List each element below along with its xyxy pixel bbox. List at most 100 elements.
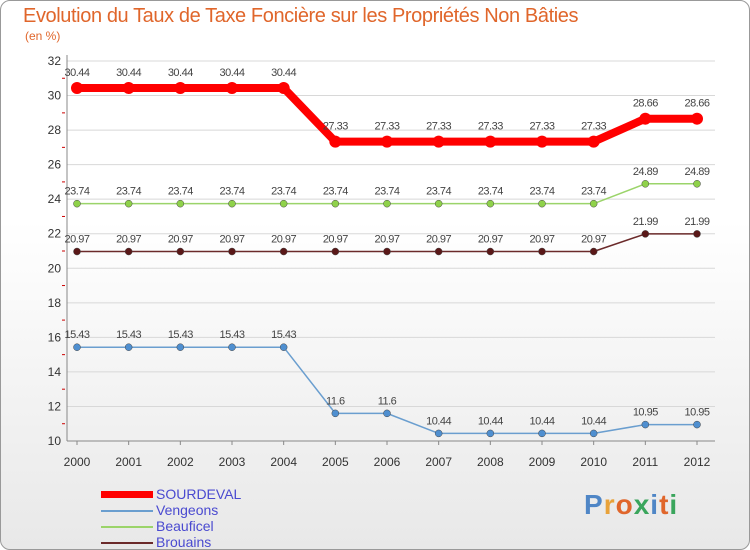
data-label: 27.33 [426,121,451,133]
legend-swatch [101,491,153,498]
data-point [176,247,185,256]
x-tick-label: 2008 [477,455,504,469]
data-point [176,199,185,208]
data-label: 20.97 [426,234,451,246]
data-point [122,81,135,94]
data-label: 21.99 [684,216,709,228]
x-tick-label: 2003 [219,455,246,469]
chart-title: Evolution du Taux de Taxe Foncière sur l… [23,5,579,27]
y-tick-label: 32 [48,54,62,68]
data-label: 10.95 [684,407,709,419]
logo-letter: x [633,489,651,520]
data-point [538,429,546,438]
data-point [228,247,236,256]
data-point [124,343,133,351]
data-label: 27.33 [374,121,399,133]
data-label: 23.74 [581,186,606,198]
data-point [536,135,548,148]
y-tick-label: 20 [48,261,62,275]
data-label: 15.43 [219,329,244,341]
data-point [174,81,187,94]
data-point [641,180,650,188]
data-label: 10.44 [581,415,606,427]
data-point [484,135,497,148]
data-label: 23.74 [323,186,348,198]
data-label: 23.74 [271,186,296,198]
data-point [228,343,236,351]
y-tick-label: 30 [48,89,62,103]
data-point [691,112,703,125]
data-point [538,247,546,256]
data-point [226,81,238,94]
data-label: 30.44 [116,67,141,79]
y-tick-label: 10 [48,434,62,448]
data-label: 20.97 [64,234,89,246]
data-point [434,247,443,256]
data-label: 23.74 [168,186,193,198]
data-point [381,135,393,148]
data-label: 27.33 [323,121,348,133]
data-label: 20.97 [374,234,399,246]
data-point [432,135,445,148]
x-tick-label: 2001 [115,455,142,469]
data-label: 23.74 [529,186,554,198]
x-tick-label: 2004 [270,455,297,469]
data-point [124,199,133,208]
data-point [486,199,495,208]
proxiti-logo: Proxiti [584,489,678,521]
data-point [434,199,443,208]
data-point [279,199,288,208]
logo-letter: i [669,489,679,520]
y-tick-label: 24 [48,192,62,206]
data-point [486,247,495,256]
logo-letter: i [650,489,660,520]
data-label: 20.97 [219,234,244,246]
data-label: 10.44 [478,415,503,427]
logo-letter: o [615,489,634,520]
data-point [587,135,600,148]
data-point [589,247,598,256]
data-point [693,180,701,188]
data-label: 11.6 [378,395,397,407]
y-tick-label: 16 [48,330,62,344]
data-point [331,199,340,208]
legend-label: Brouains [156,534,212,550]
data-label: 27.33 [529,121,554,133]
data-label: 24.89 [633,166,658,178]
data-label: 20.97 [478,234,503,246]
data-point [693,420,701,429]
data-label: 24.89 [684,166,709,178]
legend-label: Beauficel [156,518,214,534]
data-label: 30.44 [219,67,244,79]
data-label: 23.74 [219,186,244,198]
data-label: 30.44 [271,67,296,79]
legend-swatch [101,542,153,544]
legend-swatch [101,510,153,512]
data-label: 20.97 [529,234,554,246]
data-point [641,230,650,238]
data-point [228,199,236,208]
data-label: 23.74 [426,186,451,198]
data-label: 20.97 [168,234,193,246]
data-label: 15.43 [271,329,296,341]
x-tick-label: 2011 [632,455,658,469]
data-label: 20.97 [323,234,348,246]
data-label: 20.97 [116,234,141,246]
data-point [124,247,133,256]
data-label: 10.44 [529,415,554,427]
data-point [279,343,288,351]
data-point [73,343,81,351]
y-tick-label: 28 [48,123,62,137]
y-tick-label: 14 [48,365,62,379]
x-tick-label: 2000 [64,455,91,469]
data-label: 11.6 [326,395,345,407]
data-label: 21.99 [633,216,658,228]
data-label: 28.66 [684,98,709,110]
x-tick-label: 2005 [322,455,349,469]
data-label: 23.74 [116,186,141,198]
data-point [589,429,598,438]
x-tick-label: 2009 [529,455,556,469]
data-label: 10.44 [426,415,451,427]
